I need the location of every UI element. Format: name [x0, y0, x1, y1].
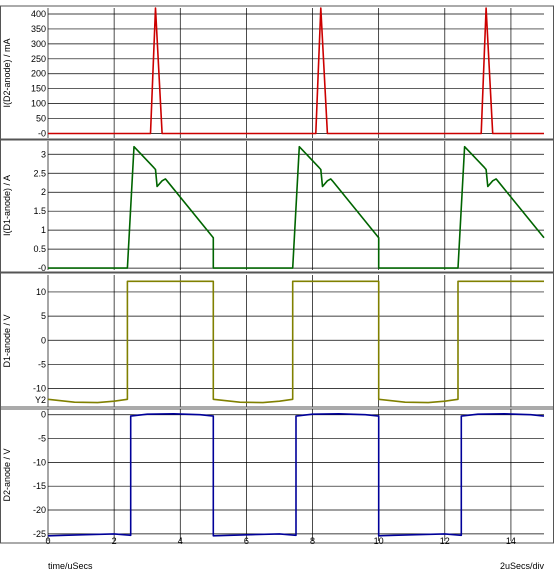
y-tick-label: 2.5 — [33, 168, 46, 178]
y-tick-label: 50 — [36, 114, 46, 124]
x-tick-label: 10 — [374, 536, 384, 546]
y-axis-label: I(D2-anode) / mA — [2, 38, 12, 107]
y-tick-label: -10 — [33, 384, 46, 394]
x-tick-labels: 0 2 4 6 8 10 12 14 — [45, 536, 515, 546]
x-tick-label: 4 — [178, 536, 183, 546]
y-axis-label: D2-anode / V — [2, 448, 12, 501]
x-axis-scale-label: 2uSecs/div — [500, 561, 545, 571]
x-tick-label: 12 — [440, 536, 450, 546]
series-line — [48, 7, 544, 135]
panel-frame — [0, 5, 554, 141]
y-tick-label: 350 — [31, 24, 46, 34]
y-tick-label: -5 — [38, 434, 46, 444]
y-tick-label: 400 — [31, 9, 46, 19]
panel-1: 400 350 300 250 200 150 100 50 -0 I(D2-anode) / m… — [0, 5, 554, 141]
y-tick-label: 300 — [31, 39, 46, 49]
y-tick-label: 0 — [41, 335, 46, 345]
y-extra-label: Y2 — [35, 395, 46, 405]
y-tick-label: 2 — [41, 187, 46, 197]
x-axis: 0 2 4 6 8 10 12 14 time/uSecs 2uSecs/div — [45, 536, 544, 571]
y-tick-label: -25 — [33, 529, 46, 539]
y-tick-label: 5 — [41, 311, 46, 321]
series-line — [47, 280, 544, 404]
x-tick-label: 6 — [244, 536, 249, 546]
y-tick-label: 3 — [41, 149, 46, 159]
y-tick-label: 0 — [41, 410, 46, 420]
y-tick-label: 10 — [36, 287, 46, 297]
y-tick-label: 1 — [41, 225, 46, 235]
y-axis-label: I(D1-anode) / A — [2, 175, 12, 236]
x-tick-label: 2 — [112, 536, 117, 546]
x-axis-label: time/uSecs — [48, 561, 93, 571]
y-tick-label: -0 — [38, 263, 46, 273]
y-tick-label: 150 — [31, 84, 46, 94]
panel-frame — [0, 138, 554, 273]
y-tick-label: -10 — [33, 457, 46, 467]
y-tick-label: -15 — [33, 481, 46, 491]
y-tick-label: 100 — [31, 99, 46, 109]
y-tick-label: 200 — [31, 69, 46, 79]
y-tick-label: -5 — [38, 359, 46, 369]
y-tick-label: 0.5 — [33, 244, 46, 254]
y-tick-label: 1.5 — [33, 206, 46, 216]
y-tick-label: 250 — [31, 54, 46, 64]
panel-2: 3 2.5 2 1.5 1 0.5 -0 I(D1-anode) / A — [0, 138, 554, 273]
x-tick-label: 8 — [310, 536, 315, 546]
series-line — [48, 145, 545, 269]
panel-frame — [0, 406, 554, 544]
x-tick-label: 0 — [45, 536, 50, 546]
x-tick-label: 14 — [506, 536, 516, 546]
series-line — [47, 412, 545, 537]
y-axis-label: D1-anode / V — [2, 314, 12, 367]
panel-4: 0 -5 -10 -15 -20 -25 D2-anode / V — [0, 406, 554, 544]
y-tick-label: -0 — [38, 129, 46, 139]
y-tick-label: -20 — [33, 505, 46, 515]
